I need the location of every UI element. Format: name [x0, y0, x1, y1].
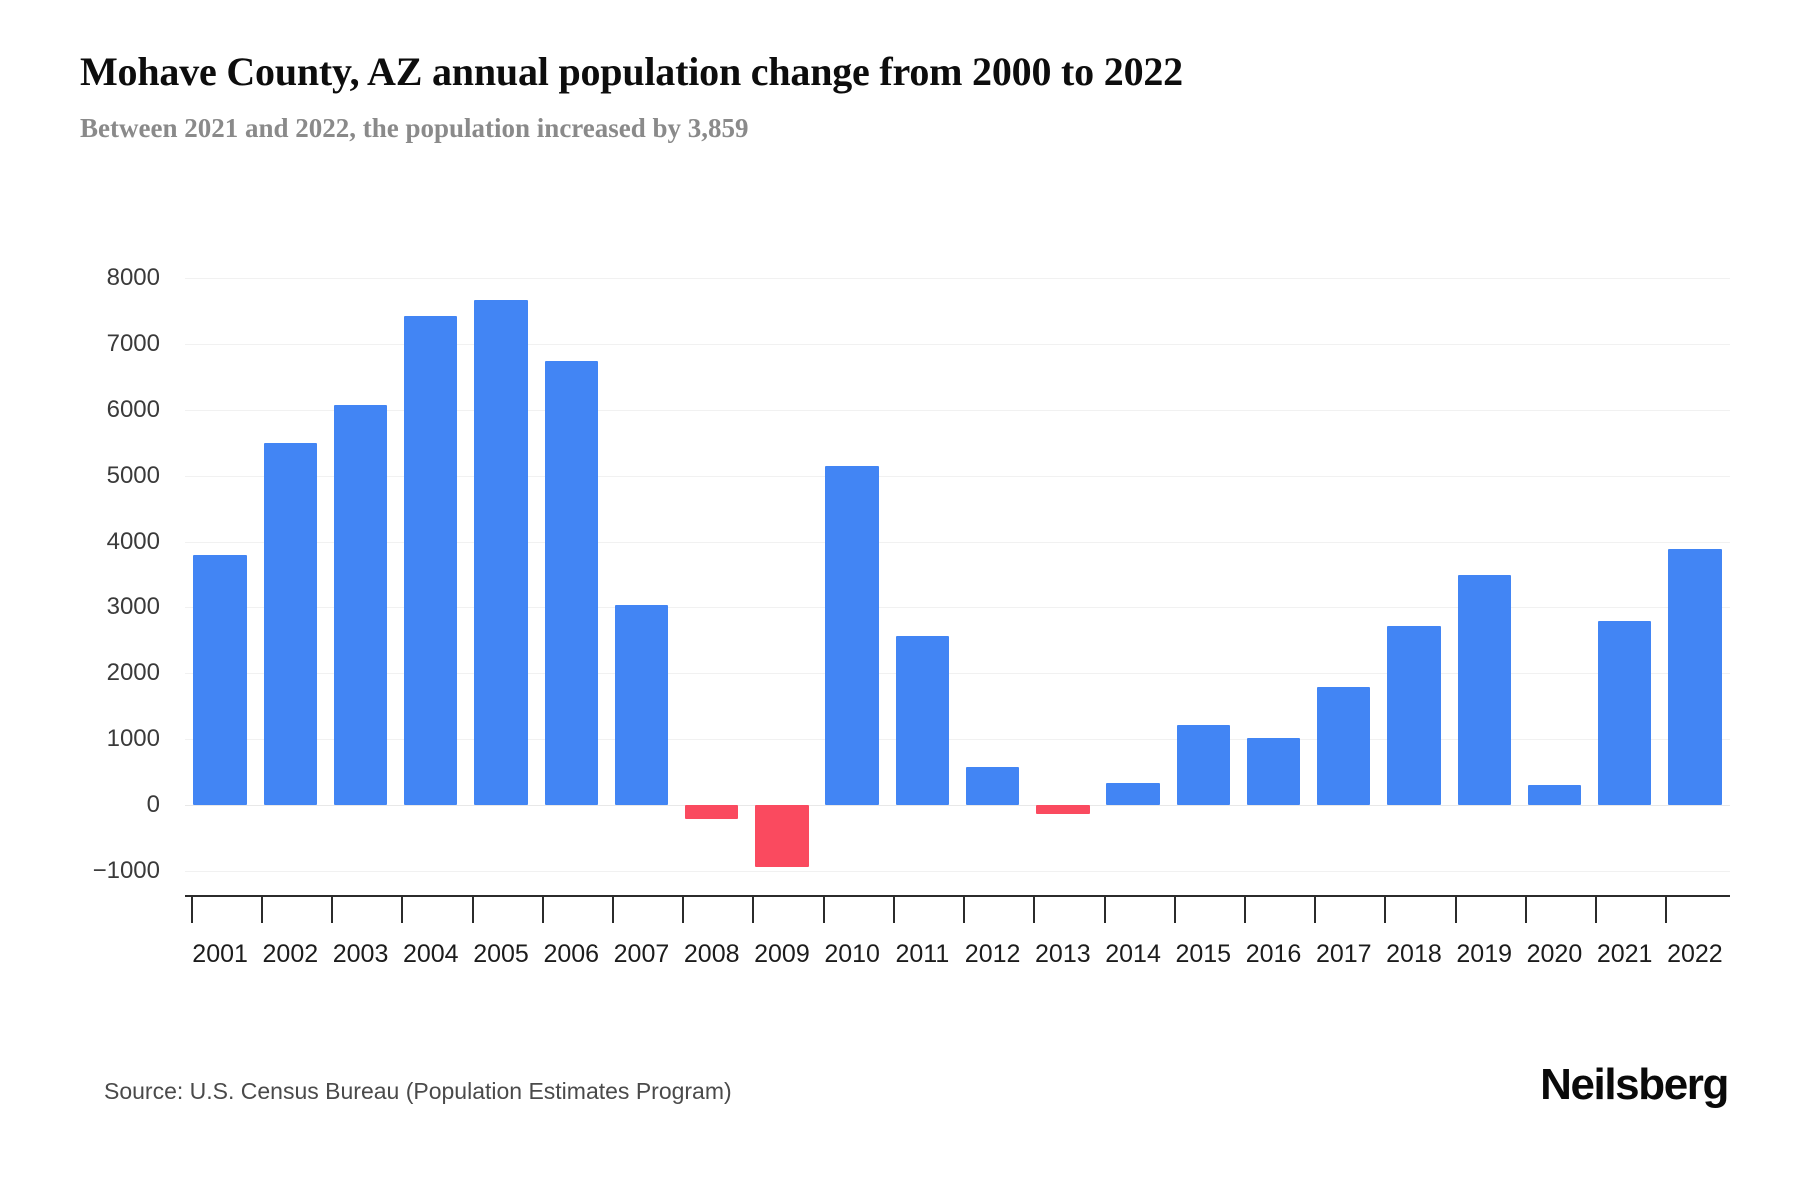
- x-axis-tick: [1595, 897, 1598, 923]
- x-axis-tick-label-2013: 2013: [1035, 940, 1091, 968]
- y-axis-tick-label: −1000: [92, 856, 160, 884]
- y-axis-tick-label: 2000: [106, 659, 160, 687]
- y-axis-tick-label: 7000: [106, 329, 160, 357]
- bar-2019[interactable]: [1457, 575, 1511, 805]
- x-axis-tick-label-2017: 2017: [1315, 940, 1372, 968]
- x-axis-tick: [401, 897, 404, 923]
- bar-2015[interactable]: [1176, 724, 1230, 805]
- bar-2014[interactable]: [1106, 783, 1160, 805]
- bar-2006[interactable]: [544, 361, 598, 805]
- x-axis-tick-label-2011: 2011: [895, 940, 950, 968]
- x-axis-tick-label-2005: 2005: [473, 940, 529, 968]
- bar-2011[interactable]: [895, 635, 950, 805]
- source-note: Source: U.S. Census Bureau (Population E…: [104, 1078, 732, 1104]
- bar-2021[interactable]: [1597, 621, 1652, 805]
- bar-2013[interactable]: [1036, 805, 1090, 814]
- gridline: [185, 278, 1730, 279]
- x-axis-tick: [611, 897, 614, 923]
- x-axis-tick: [1103, 897, 1106, 923]
- gridline: [185, 607, 1730, 609]
- bar-2017[interactable]: [1317, 687, 1371, 805]
- x-axis-tick: [471, 897, 474, 923]
- bar-2020[interactable]: [1527, 784, 1582, 805]
- gridline: [185, 870, 1730, 872]
- y-axis-tick-label: 5000: [106, 461, 160, 489]
- x-axis-tick: [190, 897, 193, 923]
- bar-2009[interactable]: [755, 805, 809, 867]
- x-axis-tick: [331, 897, 334, 923]
- x-axis-tick-label-2003: 2003: [332, 940, 389, 968]
- x-axis-tick: [1384, 897, 1387, 923]
- page-title: Mohave County, AZ annual population chan…: [80, 49, 1183, 94]
- zero-gridline: [185, 805, 1730, 806]
- x-axis-tick: [963, 897, 966, 923]
- x-axis-tick-label-2015: 2015: [1175, 940, 1232, 968]
- gridline: [185, 475, 1730, 477]
- x-axis-tick: [822, 897, 825, 923]
- gridline: [185, 343, 1730, 345]
- gridline: [185, 541, 1730, 543]
- bar-2004[interactable]: [404, 316, 458, 805]
- bar-2018[interactable]: [1387, 626, 1441, 805]
- gridline: [185, 739, 1730, 741]
- y-axis-tick-label: 4000: [106, 527, 160, 555]
- chart-header: Mohave County, AZ annual population chan…: [80, 48, 1720, 144]
- y-axis-tick-label: 1000: [106, 725, 160, 753]
- x-axis-tick: [1033, 897, 1036, 923]
- x-axis-tick-label-2001: 2001: [192, 940, 248, 968]
- x-axis-tick: [541, 897, 544, 923]
- x-axis-tick-label-2020: 2020: [1526, 940, 1583, 968]
- bar-2005[interactable]: [474, 300, 528, 805]
- y-axis-tick-label: 8000: [106, 264, 160, 291]
- x-axis-tick-label-2022: 2022: [1667, 940, 1723, 968]
- y-axis-tick-label: 3000: [106, 593, 160, 621]
- bar-2012[interactable]: [965, 766, 1020, 805]
- bar-2007[interactable]: [614, 604, 669, 805]
- y-axis-tick-label: 6000: [106, 395, 160, 423]
- x-axis-tick-label-2002: 2002: [262, 940, 319, 968]
- x-axis-tick: [682, 897, 685, 923]
- x-axis-tick: [892, 897, 895, 923]
- bar-2002[interactable]: [263, 443, 317, 805]
- bar-2022[interactable]: [1668, 549, 1722, 805]
- x-axis-tick-label-2006: 2006: [543, 940, 600, 968]
- x-axis-tick-label-2010: 2010: [824, 940, 880, 968]
- x-axis-tick-label-2018: 2018: [1386, 940, 1442, 968]
- x-axis-tick-label-2014: 2014: [1105, 940, 1161, 968]
- y-axis-tick-label: 0: [146, 791, 160, 818]
- x-axis-tick: [1454, 897, 1457, 923]
- x-axis-tick-label-2004: 2004: [402, 940, 459, 968]
- bar-2016[interactable]: [1246, 738, 1301, 805]
- gridline: [185, 673, 1730, 675]
- x-axis-tick: [260, 897, 263, 923]
- x-axis-tick: [752, 897, 755, 923]
- x-axis-tick: [1244, 897, 1247, 923]
- chart-subtitle: Between 2021 and 2022, the population in…: [80, 113, 749, 143]
- x-axis-tick: [1173, 897, 1176, 923]
- x-axis-tick-label-2019: 2019: [1456, 940, 1513, 968]
- x-axis-line: [185, 895, 1730, 897]
- bar-2001[interactable]: [193, 555, 247, 805]
- x-axis-tick-label-2016: 2016: [1245, 940, 1302, 968]
- x-axis-tick-label-2012: 2012: [964, 940, 1021, 968]
- x-axis-tick-label-2009: 2009: [754, 940, 810, 968]
- bar-2003[interactable]: [333, 405, 388, 805]
- x-axis-tick: [1665, 897, 1668, 923]
- bar-2008[interactable]: [685, 805, 739, 820]
- bar-2010[interactable]: [825, 465, 879, 805]
- brand-logo: Neilsberg: [1540, 1060, 1729, 1109]
- x-axis-tick-label-2007: 2007: [613, 940, 670, 968]
- gridline: [185, 409, 1730, 411]
- x-axis-tick: [1524, 897, 1527, 923]
- x-axis-tick-label-2008: 2008: [683, 940, 740, 968]
- x-axis-tick: [1314, 897, 1317, 923]
- x-axis-tick-label-2021: 2021: [1596, 940, 1653, 968]
